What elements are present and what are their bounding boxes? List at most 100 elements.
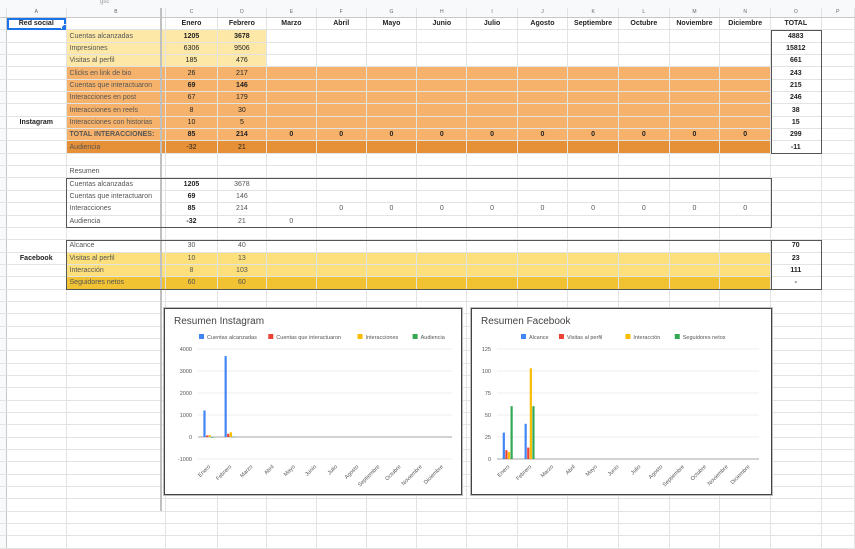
value-cell[interactable] xyxy=(366,116,418,130)
value-cell[interactable] xyxy=(567,215,620,228)
row-header[interactable] xyxy=(0,227,7,241)
value-cell[interactable] xyxy=(567,79,620,93)
value-cell[interactable] xyxy=(719,91,772,105)
empty-cell[interactable] xyxy=(6,264,67,278)
row-header[interactable] xyxy=(0,215,7,228)
value-cell[interactable] xyxy=(618,276,670,290)
bar[interactable] xyxy=(203,410,206,437)
value-cell[interactable] xyxy=(316,215,367,228)
value-cell[interactable]: 103 xyxy=(217,264,268,278)
row-header[interactable] xyxy=(0,424,7,438)
empty-cell[interactable] xyxy=(366,289,418,302)
empty-cell[interactable] xyxy=(66,535,167,549)
value-cell[interactable] xyxy=(669,116,721,130)
empty-cell[interactable] xyxy=(719,498,772,512)
month-header[interactable]: Febrero xyxy=(217,17,268,31)
column-header-c[interactable]: C xyxy=(165,8,218,18)
value-cell[interactable] xyxy=(366,66,418,80)
row-header[interactable] xyxy=(0,239,7,253)
column-header-e[interactable]: E xyxy=(266,8,317,18)
empty-cell[interactable] xyxy=(770,511,822,525)
total-cell[interactable]: 299 xyxy=(770,128,822,142)
empty-cell[interactable] xyxy=(821,66,855,80)
metric-label[interactable]: Visitas al perfil xyxy=(66,54,167,68)
row-header[interactable] xyxy=(0,350,7,364)
value-cell[interactable] xyxy=(416,54,468,68)
empty-cell[interactable] xyxy=(266,153,317,167)
metric-label[interactable]: Alcance xyxy=(66,239,167,253)
empty-cell[interactable] xyxy=(6,424,67,438)
empty-cell[interactable] xyxy=(66,511,167,525)
month-header[interactable]: Diciembre xyxy=(719,17,772,31)
value-cell[interactable] xyxy=(266,252,317,265)
value-cell[interactable] xyxy=(316,54,367,68)
value-cell[interactable] xyxy=(719,140,772,154)
value-cell[interactable] xyxy=(316,190,367,204)
empty-cell[interactable] xyxy=(66,486,167,500)
empty-cell[interactable] xyxy=(66,449,167,463)
row-header[interactable] xyxy=(0,474,7,488)
value-cell[interactable] xyxy=(517,252,569,265)
value-cell[interactable] xyxy=(266,42,317,56)
value-cell[interactable]: 0 xyxy=(316,128,367,142)
empty-cell[interactable] xyxy=(821,202,855,216)
empty-cell[interactable] xyxy=(821,239,855,253)
value-cell[interactable] xyxy=(416,264,468,278)
value-cell[interactable] xyxy=(719,42,772,56)
empty-cell[interactable] xyxy=(770,215,822,228)
value-cell[interactable] xyxy=(466,79,518,93)
value-cell[interactable] xyxy=(669,252,721,265)
empty-cell[interactable] xyxy=(66,375,167,389)
row-header[interactable] xyxy=(0,252,7,265)
value-cell[interactable]: 85 xyxy=(165,202,218,216)
value-cell[interactable] xyxy=(466,264,518,278)
empty-cell[interactable] xyxy=(6,128,67,142)
month-header[interactable]: Agosto xyxy=(517,17,569,31)
value-cell[interactable] xyxy=(316,66,367,80)
value-cell[interactable] xyxy=(416,140,468,154)
empty-cell[interactable] xyxy=(618,511,670,525)
value-cell[interactable] xyxy=(366,252,418,265)
empty-cell[interactable] xyxy=(821,400,855,414)
value-cell[interactable] xyxy=(466,190,518,204)
empty-cell[interactable] xyxy=(669,227,721,241)
value-cell[interactable]: 0 xyxy=(567,128,620,142)
empty-cell[interactable] xyxy=(770,412,822,426)
column-header-n[interactable]: N xyxy=(719,8,772,18)
chart-resumen-instagram[interactable]: Resumen Instagram Cuentas alcanzadas Cuen… xyxy=(163,307,463,496)
empty-cell[interactable] xyxy=(719,165,772,179)
row-header[interactable] xyxy=(0,437,7,451)
month-header[interactable]: Mayo xyxy=(366,17,418,31)
empty-cell[interactable] xyxy=(770,153,822,167)
column-header-l[interactable]: L xyxy=(618,8,670,18)
empty-cell[interactable] xyxy=(266,227,317,241)
empty-cell[interactable] xyxy=(770,363,822,376)
value-cell[interactable]: 10 xyxy=(165,116,218,130)
value-cell[interactable] xyxy=(567,103,620,117)
value-cell[interactable] xyxy=(316,91,367,105)
empty-cell[interactable] xyxy=(517,227,569,241)
empty-cell[interactable] xyxy=(66,313,167,327)
value-cell[interactable] xyxy=(316,103,367,117)
value-cell[interactable] xyxy=(517,215,569,228)
total-header[interactable]: TOTAL xyxy=(770,17,822,31)
value-cell[interactable] xyxy=(416,66,468,80)
value-cell[interactable]: 0 xyxy=(719,128,772,142)
value-cell[interactable]: 217 xyxy=(217,66,268,80)
value-cell[interactable] xyxy=(567,42,620,56)
corner-cell[interactable] xyxy=(0,8,7,18)
empty-cell[interactable] xyxy=(366,498,418,512)
empty-cell[interactable] xyxy=(6,375,67,389)
value-cell[interactable] xyxy=(517,79,569,93)
value-cell[interactable] xyxy=(517,140,569,154)
value-cell[interactable]: 0 xyxy=(416,202,468,216)
empty-cell[interactable] xyxy=(821,153,855,167)
value-cell[interactable] xyxy=(618,252,670,265)
empty-cell[interactable] xyxy=(517,165,569,179)
value-cell[interactable] xyxy=(266,103,317,117)
value-cell[interactable] xyxy=(466,116,518,130)
empty-cell[interactable] xyxy=(66,338,167,352)
empty-cell[interactable] xyxy=(821,29,855,43)
row-header[interactable] xyxy=(0,400,7,414)
empty-cell[interactable] xyxy=(821,338,855,352)
